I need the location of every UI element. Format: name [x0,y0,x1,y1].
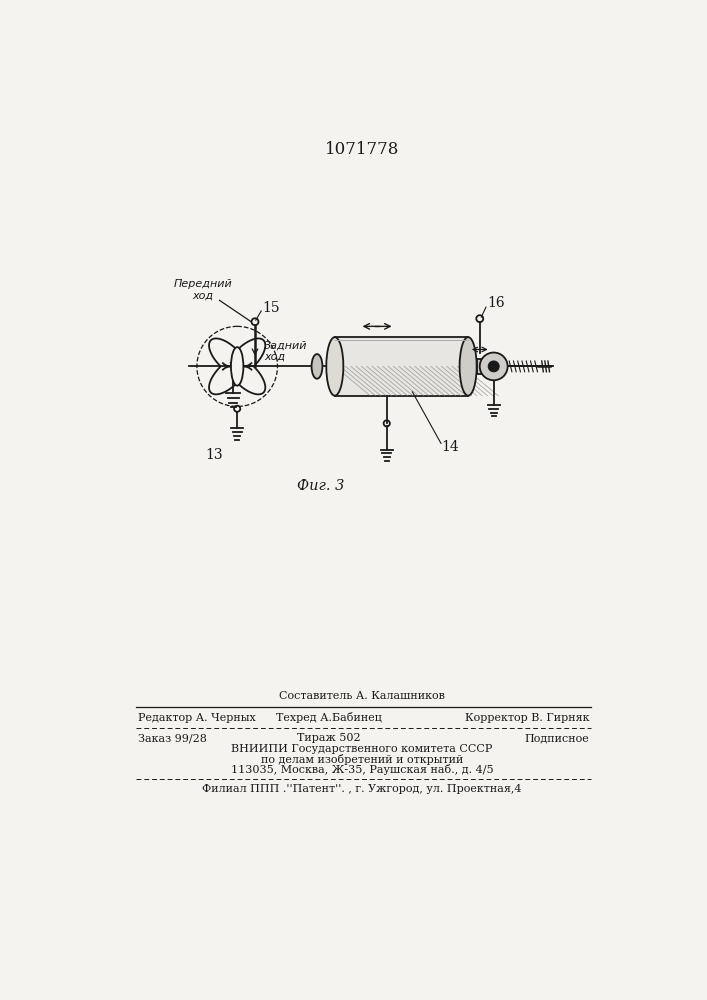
Text: 14: 14 [442,440,460,454]
Text: Составитель А. Калашников: Составитель А. Калашников [279,691,445,701]
Text: Подписное: Подписное [525,733,589,743]
Text: 1071778: 1071778 [325,141,399,158]
Text: Задний
ход: Задний ход [264,340,308,362]
Text: Заказ 99/28: Заказ 99/28 [138,733,207,743]
Ellipse shape [460,337,477,396]
Ellipse shape [327,337,344,396]
Text: ВНИИПИ Государственного комитета СССР: ВНИИПИ Государственного комитета СССР [231,744,493,754]
Text: Передний
ход: Передний ход [174,279,233,300]
Text: Техред А.Бабинец: Техред А.Бабинец [276,712,382,723]
Text: по делам изобретений и открытий: по делам изобретений и открытий [261,754,463,765]
Bar [477,359,498,374]
Text: Тираж 502: Тираж 502 [297,733,361,743]
Ellipse shape [231,347,243,386]
Bar [335,337,468,396]
Text: Корректор В. Гирняк: Корректор В. Гирняк [464,713,589,723]
Ellipse shape [312,354,322,379]
Text: 16: 16 [488,296,505,310]
Text: 13: 13 [205,448,223,462]
Circle shape [480,353,508,380]
Text: 15: 15 [263,301,281,315]
Circle shape [489,361,499,372]
Text: Филиал ППП .''Патент''. , г. Ужгород, ул. Проектная,4: Филиал ППП .''Патент''. , г. Ужгород, ул… [202,784,522,794]
Text: 113035, Москва, Ж-35, Раушская наб., д. 4/5: 113035, Москва, Ж-35, Раушская наб., д. … [230,764,493,775]
Text: Редактор А. Черных: Редактор А. Черных [138,713,256,723]
Text: Фиг. 3: Фиг. 3 [297,479,344,493]
